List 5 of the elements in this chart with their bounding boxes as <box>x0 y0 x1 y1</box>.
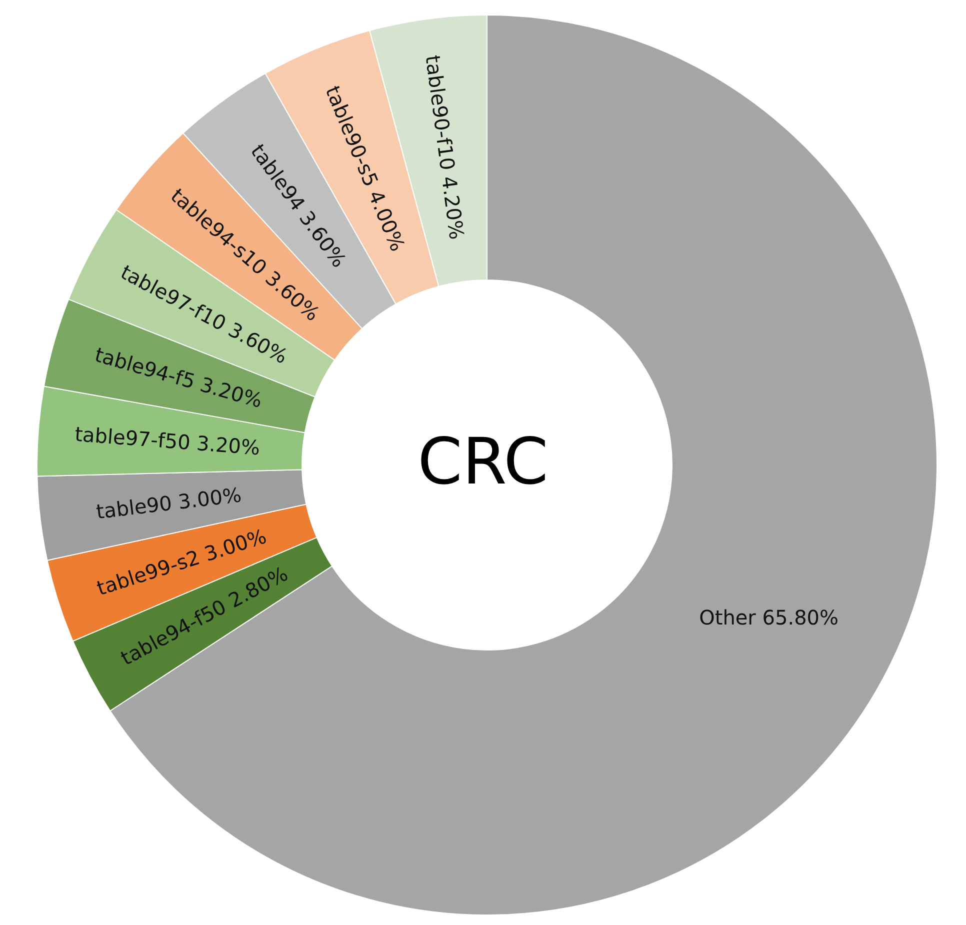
slice-label: Other 65.80% <box>699 606 839 630</box>
slice-label: table90 3.00% <box>94 482 243 524</box>
text: CRC <box>418 426 548 500</box>
slice-label: table97-f50 3.20% <box>74 422 261 460</box>
slice-label: table90-f10 4.20% <box>420 54 469 241</box>
